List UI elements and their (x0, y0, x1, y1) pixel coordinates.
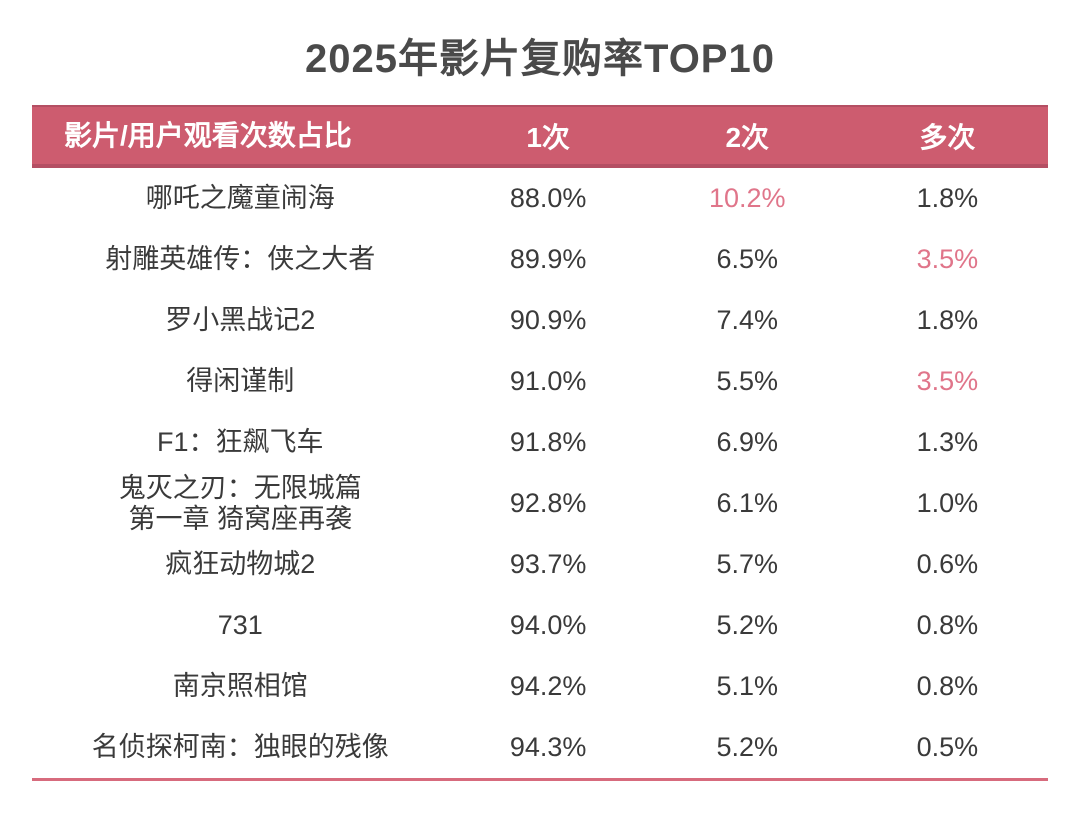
value-multiple: 0.8% (916, 671, 979, 701)
value-twice: 5.1% (716, 671, 778, 701)
value-twice: 5.5% (716, 366, 778, 396)
value-multiple: 0.8% (916, 610, 979, 640)
movie-name: 731 (217, 610, 263, 641)
value-twice: 10.2% (708, 183, 786, 213)
value-twice: 5.2% (716, 732, 778, 762)
movie-name: 鬼灭之刃：无限城篇 第一章 猗窝座再袭 (118, 473, 362, 534)
movie-name: 名侦探柯南：独眼的残像 (91, 732, 389, 763)
value-twice: 7.4% (716, 305, 778, 335)
value-multiple: 1.8% (916, 183, 979, 213)
value-once: 89.9% (509, 244, 587, 274)
value-once: 90.9% (509, 305, 587, 335)
header-cell-twice: 2次 (725, 121, 770, 153)
movie-name: 南京照相馆 (172, 671, 308, 702)
page-title: 2025年影片复购率TOP10 (305, 37, 775, 81)
table-row: 731 94.0% 5.2% 0.8% (32, 595, 1048, 656)
table-row: 名侦探柯南：独眼的残像 94.3% 5.2% 0.5% (32, 717, 1048, 778)
header-cell-once: 1次 (526, 121, 570, 153)
table-row: 罗小黑战记2 90.9% 7.4% 1.8% (32, 290, 1048, 351)
value-multiple: 3.5% (916, 366, 979, 396)
table-row: 南京照相馆 94.2% 5.1% 0.8% (32, 656, 1048, 717)
header-cell-multiple: 多次 (919, 121, 976, 153)
movie-name: F1：狂飙飞车 (157, 427, 324, 458)
header-cell-movie: 影片/用户观看次数占比 (64, 119, 352, 151)
table-row: 射雕英雄传：侠之大者 89.9% 6.5% 3.5% (32, 229, 1048, 290)
movie-name: 罗小黑战记2 (165, 305, 316, 336)
value-twice: 6.9% (716, 427, 778, 457)
value-multiple: 0.6% (916, 549, 979, 579)
value-once: 91.0% (509, 366, 587, 396)
table-row: 疯狂动物城2 93.7% 5.7% 0.6% (32, 534, 1048, 595)
movie-name: 射雕英雄传：侠之大者 (105, 244, 376, 275)
movie-name: 疯狂动物城2 (165, 549, 316, 580)
value-once: 94.0% (509, 610, 587, 640)
movie-name: 哪吒之魔童闹海 (145, 183, 335, 214)
value-twice: 6.1% (716, 488, 778, 518)
value-multiple: 0.5% (916, 732, 979, 762)
table-row: F1：狂飙飞车 91.8% 6.9% 1.3% (32, 412, 1048, 473)
value-once: 92.8% (509, 488, 587, 518)
value-once: 88.0% (509, 183, 587, 213)
movie-name: 得闲谨制 (186, 366, 295, 397)
value-twice: 5.7% (716, 549, 778, 579)
value-once: 94.2% (509, 671, 587, 701)
table-row: 得闲谨制 91.0% 5.5% 3.5% (32, 351, 1048, 412)
value-twice: 5.2% (716, 610, 778, 640)
table-row: 哪吒之魔童闹海 88.0% 10.2% 1.8% (32, 168, 1048, 229)
table-row: 鬼灭之刃：无限城篇 第一章 猗窝座再袭 92.8% 6.1% 1.0% (32, 473, 1048, 534)
table-header-row: 影片/用户观看次数占比 1次 2次 多次 (32, 105, 1048, 168)
value-multiple: 3.5% (916, 244, 979, 274)
value-multiple: 1.8% (916, 305, 979, 335)
value-twice: 6.5% (716, 244, 778, 274)
value-multiple: 1.0% (916, 488, 979, 518)
value-once: 94.3% (509, 732, 587, 762)
value-once: 91.8% (509, 427, 587, 457)
value-multiple: 1.3% (916, 427, 979, 457)
value-once: 93.7% (509, 549, 587, 579)
repurchase-rate-table: 影片/用户观看次数占比 1次 2次 多次 哪吒之魔童闹海 88.0% 10.2%… (32, 105, 1048, 781)
